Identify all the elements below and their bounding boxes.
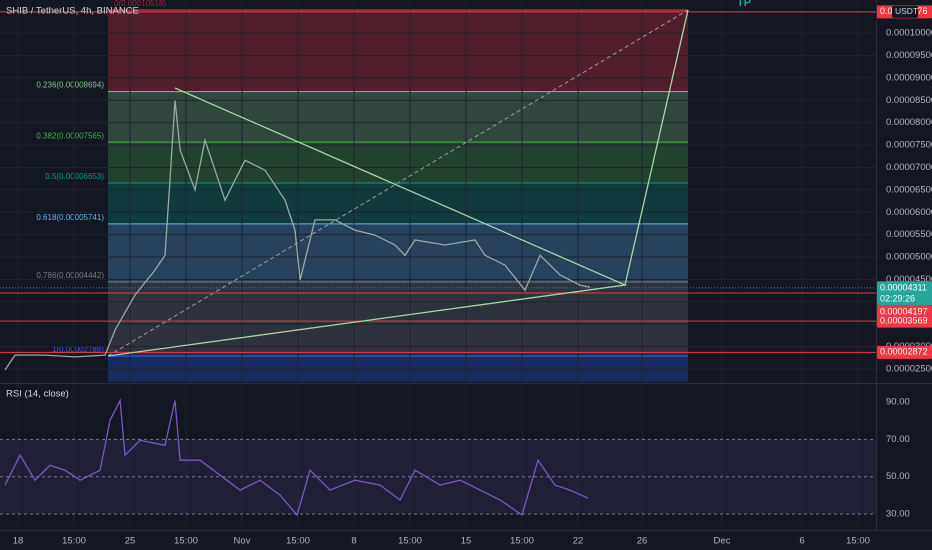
rsi-tick-label: 50.00: [886, 471, 910, 482]
rsi-title: RSI (14, close): [6, 389, 69, 400]
rsi-tick-label: 30.00: [886, 509, 910, 520]
series-line: [4, 398, 589, 517]
x-tick-label: 15:00: [846, 536, 870, 547]
x-tick-label: 8: [351, 536, 356, 547]
fib-zone: [108, 282, 688, 357]
triangle: [107, 9, 689, 357]
chart-title: SHIB / TetherUS, 4h, BINANCE: [6, 6, 139, 17]
unit-label: USDT: [895, 6, 918, 16]
fib-zone: [108, 9, 688, 92]
y-tick-label: 0.00008000: [886, 117, 932, 128]
fib-level-label: 0.786(0.00004442): [36, 271, 104, 280]
rsi-tick-label: 70.00: [886, 434, 910, 445]
fib-zone: [108, 142, 688, 184]
x-tick-label: 15:00: [510, 536, 534, 547]
x-tick-label: 22: [573, 536, 584, 547]
tp-annotation: TP: [737, 0, 751, 9]
price-line-label: 0.00003569: [880, 316, 928, 326]
x-tick-label: 25: [125, 536, 136, 547]
price-line-label: 0.00004197: [880, 306, 928, 316]
x-tick-label: 15: [461, 536, 472, 547]
y-tick-label: 0.00006500: [886, 184, 932, 195]
rsi-tick-label: 90.00: [886, 396, 910, 407]
fib-zone: [108, 91, 688, 143]
x-tick-label: Nov: [234, 536, 251, 547]
x-tick-label: 15:00: [62, 536, 86, 547]
x-tick-label: 26: [637, 536, 648, 547]
grid: [0, 0, 876, 530]
x-tick-label: Dec: [714, 536, 731, 547]
fib-level-label: 0.382(0.00007565): [36, 131, 104, 140]
current-price-label-box: [877, 281, 932, 295]
price-line-label-box: [877, 314, 932, 328]
fib-level-label: 0(0.00010518): [114, 0, 166, 8]
projection-line: [624, 9, 689, 286]
fib-level-label: 0.618(0.00005741): [36, 213, 104, 222]
y-tick-label: 0.00009500: [886, 50, 932, 61]
price-line-label: 0.00002872: [880, 347, 928, 357]
y-tick-label: 0.00009000: [886, 72, 932, 83]
fib-zones: 0(0.00010518) 0.236(0.00008694) 0.382(0.00…: [36, 0, 688, 382]
y-tick-label: 0.00005500: [886, 229, 932, 240]
fib-level-label: 0.236(0.00008694): [36, 81, 104, 90]
series-line: [4, 100, 591, 371]
y-tick-label: 0.00005000: [886, 252, 932, 263]
y-tick-label: 0.00002500: [886, 364, 932, 375]
unit-box: [892, 5, 918, 18]
series: [4, 100, 591, 517]
y-tick-label: 0.00010000: [886, 28, 932, 39]
drawings: [0, 9, 876, 357]
axes: 30.0050.0070.0090.000.000025000.00003000…: [13, 5, 932, 547]
x-tick-label: 18: [13, 536, 24, 547]
x-tick-label: 6: [799, 536, 804, 547]
current-price-label: 0.00004311: [880, 282, 927, 292]
y-tick-label: 0.00007500: [886, 140, 932, 151]
fib-trend-line: [107, 9, 689, 357]
x-tick-label: 15:00: [286, 536, 310, 547]
countdown-label: 02:29:26: [880, 293, 915, 303]
y-tick-label: 0.00008500: [886, 95, 932, 106]
fib-level-label: 1(0.00002788): [52, 345, 104, 354]
countdown-label-box: [877, 292, 932, 306]
fib-zone: [108, 223, 688, 283]
x-tick-label: 15:00: [174, 536, 198, 547]
fib-level-label: 0.5(0.00006653): [45, 172, 104, 181]
y-tick-label: 0.00004500: [886, 274, 932, 285]
x-tick-label: 15:00: [398, 536, 422, 547]
y-tick-label: 0.00007000: [886, 162, 932, 173]
y-tick-label: 0.00006000: [886, 207, 932, 218]
price-line-label-box: [877, 345, 932, 359]
